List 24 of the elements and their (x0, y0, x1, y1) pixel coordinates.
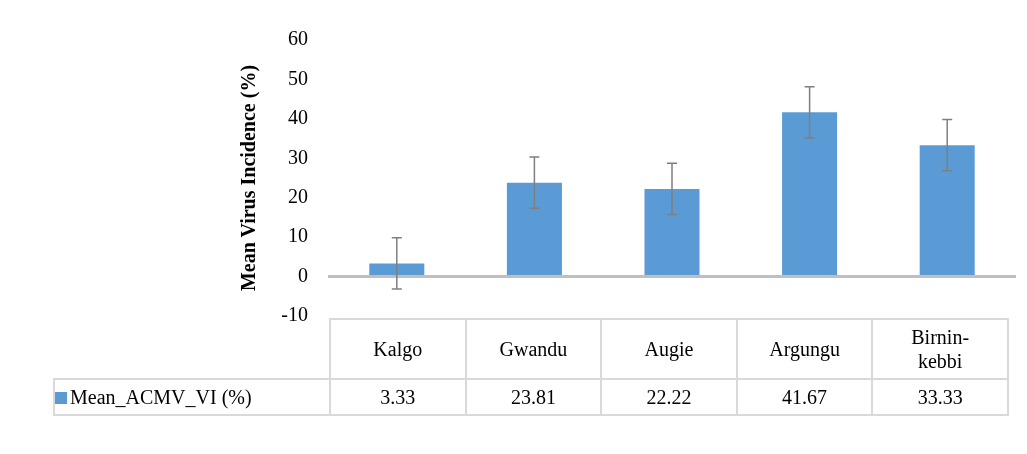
bar (506, 182, 562, 277)
data-label: 22.22 (601, 379, 737, 415)
y-tick-label: 50 (288, 66, 308, 89)
y-tick-label: 30 (288, 145, 308, 168)
bar (782, 112, 838, 277)
data-label: 33.33 (872, 379, 1008, 415)
x-tick-label: Gwandu (498, 337, 569, 361)
x-tick-label: Augie (643, 337, 695, 361)
y-tick-label: 10 (288, 224, 308, 247)
x-tick-label: Kalgo (372, 337, 424, 361)
x-tick-label: Argungu (768, 337, 841, 361)
data-label: 3.33 (330, 379, 466, 415)
y-axis-title: Mean Virus Incidence (%) (237, 64, 261, 292)
bar (644, 188, 700, 277)
legend-label: Mean_ACMV_VI (%) (70, 385, 252, 408)
y-tick-label: 20 (288, 184, 308, 207)
y-tick-label: 40 (288, 106, 308, 129)
y-tick-label: 60 (288, 27, 308, 50)
x-tick-label: Birnin-kebbi (910, 325, 971, 373)
bar (919, 145, 975, 277)
y-tick-label: 0 (298, 263, 308, 286)
data-label: 41.67 (736, 379, 873, 415)
data-label: 23.81 (465, 379, 602, 415)
y-tick-label: -10 (281, 303, 308, 326)
